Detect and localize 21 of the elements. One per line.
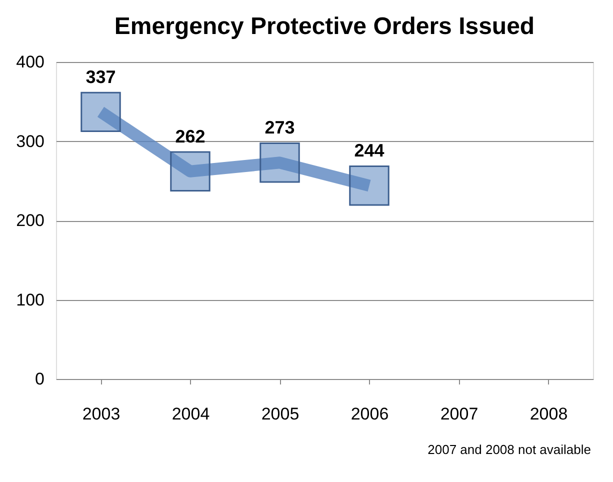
y-tick-label: 400 — [16, 52, 44, 72]
point — [260, 142, 300, 183]
data-label: 244 — [354, 140, 384, 161]
text: 2007 and 2008 not available — [428, 442, 591, 457]
point — [170, 151, 210, 192]
x-tick-label: 2005 — [261, 404, 300, 424]
x-tick-label: 2003 — [82, 404, 120, 424]
y-tick-label: 300 — [16, 132, 44, 151]
point — [349, 166, 390, 206]
data-label: 262 — [175, 126, 206, 146]
point — [80, 92, 121, 132]
y-tick-label: 0 — [35, 370, 44, 388]
y-tick-label: 200 — [16, 211, 44, 230]
x-tick-label: 2006 — [350, 404, 389, 424]
x-tick-label: 2007 — [440, 404, 478, 424]
chart-title: Emergency Protective Orders Issued — [114, 13, 535, 40]
x-tick-label: 2008 — [530, 404, 568, 424]
data-label: 273 — [264, 118, 295, 138]
data-label: 337 — [86, 66, 116, 87]
y-tick-label: 100 — [16, 290, 44, 310]
x-tick-label: 2004 — [172, 404, 210, 424]
